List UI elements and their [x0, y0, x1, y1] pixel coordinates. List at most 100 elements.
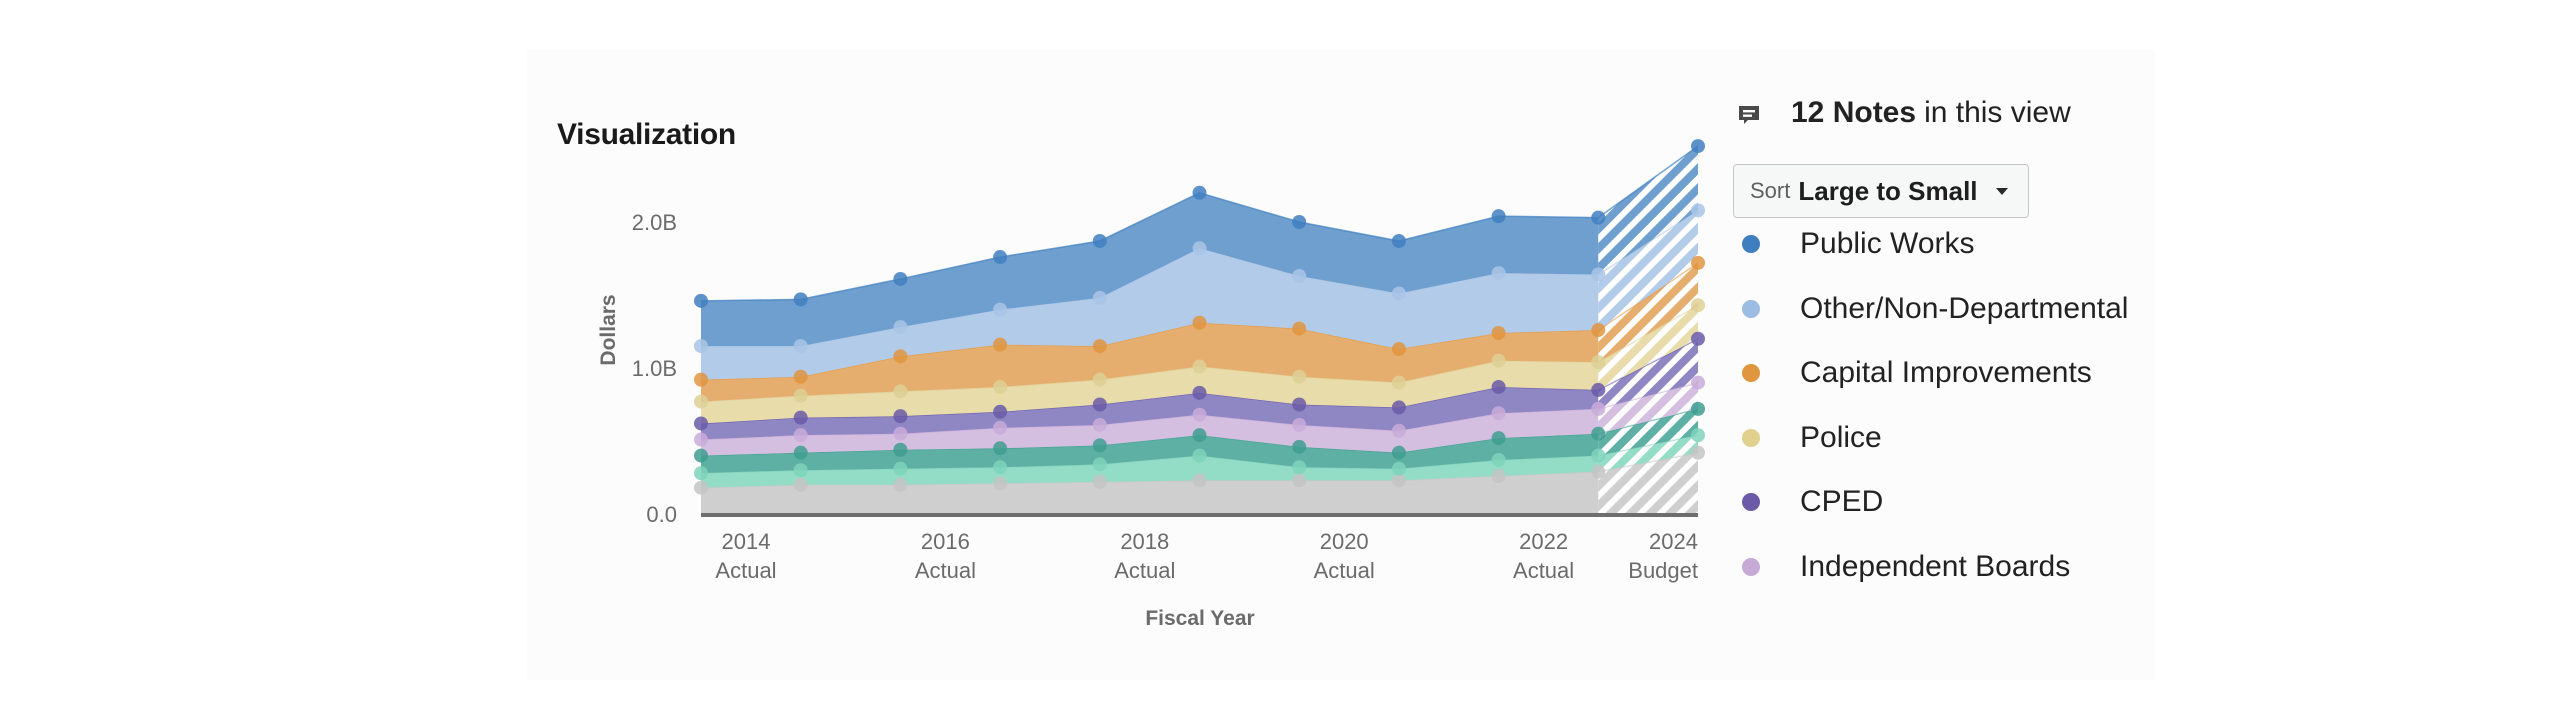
- area-cped-budget[interactable]: [1598, 338, 1698, 409]
- point-other-non-departmental-2016[interactable]: [893, 320, 908, 335]
- area-layer-2-actual[interactable]: [701, 455, 1599, 488]
- point-independent-boards-2019[interactable]: [1192, 407, 1207, 422]
- point-cped-2019[interactable]: [1192, 385, 1207, 400]
- point-independent-boards-2024[interactable]: [1691, 375, 1705, 390]
- sort-dropdown[interactable]: Sort Large to Small: [1733, 164, 2029, 218]
- point-independent-boards-2020[interactable]: [1292, 417, 1307, 432]
- point-other-non-departmental-2023[interactable]: [1591, 267, 1606, 282]
- point-capital-improvements-2014[interactable]: [694, 372, 708, 387]
- point-layer-1-2022[interactable]: [1491, 469, 1506, 484]
- point-police-2020[interactable]: [1292, 369, 1307, 384]
- point-cped-2022[interactable]: [1491, 379, 1506, 394]
- point-police-2015[interactable]: [793, 388, 808, 403]
- point-layer-1-2017[interactable]: [993, 476, 1008, 491]
- point-cped-2016[interactable]: [893, 409, 908, 424]
- area-layer-1-budget[interactable]: [1598, 452, 1698, 514]
- point-layer-2-2017[interactable]: [993, 460, 1008, 475]
- point-layer-3-2022[interactable]: [1491, 431, 1506, 446]
- point-police-2021[interactable]: [1391, 375, 1406, 390]
- point-layer-3-2020[interactable]: [1292, 439, 1307, 454]
- point-public-works-2021[interactable]: [1391, 233, 1406, 248]
- point-public-works-2020[interactable]: [1292, 215, 1307, 229]
- point-public-works-2014[interactable]: [694, 293, 708, 308]
- point-capital-improvements-2019[interactable]: [1192, 315, 1207, 330]
- point-layer-3-2018[interactable]: [1092, 438, 1107, 453]
- point-public-works-2018[interactable]: [1092, 233, 1107, 248]
- point-layer-1-2019[interactable]: [1192, 473, 1207, 488]
- point-layer-2-2020[interactable]: [1292, 460, 1307, 475]
- point-police-2014[interactable]: [694, 394, 708, 409]
- point-capital-improvements-2023[interactable]: [1591, 323, 1606, 338]
- area-police-actual[interactable]: [701, 360, 1599, 424]
- point-other-non-departmental-2015[interactable]: [793, 339, 808, 354]
- legend-item-public-works[interactable]: Public Works: [1742, 212, 2128, 277]
- point-layer-1-2018[interactable]: [1092, 474, 1107, 489]
- point-layer-1-2016[interactable]: [893, 477, 908, 492]
- point-layer-1-2024[interactable]: [1691, 445, 1705, 460]
- point-cped-2017[interactable]: [993, 404, 1008, 419]
- area-cped-actual[interactable]: [701, 386, 1599, 440]
- area-other-non-departmental-actual[interactable]: [701, 248, 1599, 380]
- area-layer-3-budget[interactable]: [1598, 408, 1698, 456]
- point-other-non-departmental-2017[interactable]: [993, 302, 1008, 317]
- point-independent-boards-2015[interactable]: [793, 428, 808, 443]
- point-layer-3-2019[interactable]: [1192, 428, 1207, 443]
- area-police-budget[interactable]: [1598, 305, 1698, 390]
- point-cped-2024[interactable]: [1691, 331, 1705, 346]
- point-capital-improvements-2017[interactable]: [993, 337, 1008, 352]
- point-capital-improvements-2020[interactable]: [1292, 321, 1307, 336]
- point-layer-3-2015[interactable]: [793, 445, 808, 460]
- point-layer-2-2014[interactable]: [694, 466, 708, 481]
- point-layer-2-2023[interactable]: [1591, 448, 1606, 463]
- legend-item-other-non-departmental[interactable]: Other/Non-Departmental: [1742, 277, 2128, 342]
- point-independent-boards-2023[interactable]: [1591, 401, 1606, 416]
- area-capital-improvements-budget[interactable]: [1598, 262, 1698, 363]
- point-layer-2-2024[interactable]: [1691, 428, 1705, 443]
- point-public-works-2016[interactable]: [893, 271, 908, 286]
- point-independent-boards-2017[interactable]: [993, 420, 1008, 435]
- point-capital-improvements-2018[interactable]: [1092, 339, 1107, 354]
- point-capital-improvements-2022[interactable]: [1491, 325, 1506, 340]
- area-layer-2-budget[interactable]: [1598, 435, 1698, 472]
- point-layer-2-2021[interactable]: [1391, 461, 1406, 476]
- point-layer-3-2017[interactable]: [993, 441, 1008, 456]
- point-independent-boards-2018[interactable]: [1092, 417, 1107, 432]
- point-other-non-departmental-2020[interactable]: [1292, 269, 1307, 284]
- point-layer-1-2021[interactable]: [1391, 473, 1406, 488]
- point-layer-1-2020[interactable]: [1292, 473, 1307, 488]
- point-layer-1-2014[interactable]: [694, 480, 708, 495]
- point-police-2023[interactable]: [1591, 355, 1606, 370]
- notes-summary[interactable]: 12 Notes in this view: [1737, 96, 2071, 130]
- point-public-works-2015[interactable]: [793, 292, 808, 307]
- point-other-non-departmental-2014[interactable]: [694, 339, 708, 354]
- area-other-non-departmental-budget[interactable]: [1598, 210, 1698, 331]
- point-cped-2023[interactable]: [1591, 382, 1606, 397]
- point-layer-1-2015[interactable]: [793, 477, 808, 492]
- point-other-non-departmental-2021[interactable]: [1391, 286, 1406, 301]
- point-capital-improvements-2024[interactable]: [1691, 255, 1705, 270]
- point-other-non-departmental-2022[interactable]: [1491, 266, 1506, 281]
- point-layer-2-2018[interactable]: [1092, 457, 1107, 472]
- point-police-2022[interactable]: [1491, 353, 1506, 368]
- point-other-non-departmental-2019[interactable]: [1192, 241, 1207, 256]
- point-police-2019[interactable]: [1192, 359, 1207, 374]
- point-public-works-2023[interactable]: [1591, 210, 1606, 225]
- point-layer-3-2016[interactable]: [893, 442, 908, 457]
- point-independent-boards-2014[interactable]: [694, 432, 708, 447]
- area-capital-improvements-actual[interactable]: [701, 322, 1599, 402]
- point-police-2017[interactable]: [993, 379, 1008, 394]
- area-independent-boards-actual[interactable]: [701, 408, 1599, 456]
- point-public-works-2017[interactable]: [993, 250, 1008, 265]
- point-cped-2014[interactable]: [694, 416, 708, 431]
- area-public-works-actual[interactable]: [701, 192, 1599, 347]
- point-other-non-departmental-2024[interactable]: [1691, 203, 1705, 218]
- point-police-2018[interactable]: [1092, 372, 1107, 387]
- point-police-2024[interactable]: [1691, 298, 1705, 313]
- point-independent-boards-2022[interactable]: [1491, 406, 1506, 421]
- point-layer-2-2016[interactable]: [893, 461, 908, 476]
- point-public-works-2019[interactable]: [1192, 185, 1207, 200]
- point-layer-3-2023[interactable]: [1591, 426, 1606, 441]
- point-layer-2-2015[interactable]: [793, 463, 808, 478]
- point-cped-2018[interactable]: [1092, 397, 1107, 412]
- point-layer-1-2023[interactable]: [1591, 464, 1606, 479]
